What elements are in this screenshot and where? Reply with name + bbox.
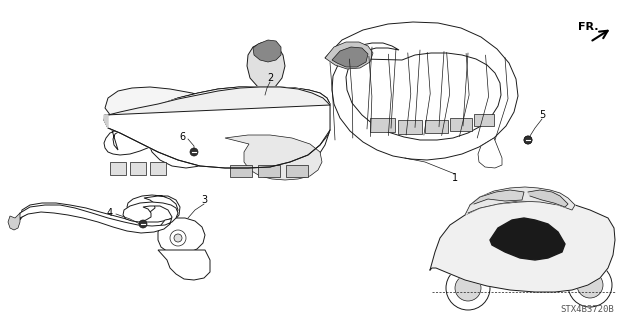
Polygon shape [286, 165, 308, 177]
Polygon shape [225, 135, 322, 180]
Circle shape [524, 136, 532, 144]
Polygon shape [465, 187, 575, 215]
Polygon shape [370, 118, 395, 132]
Polygon shape [425, 120, 448, 133]
Polygon shape [104, 87, 330, 120]
Text: STX4B3720B: STX4B3720B [560, 305, 614, 314]
Polygon shape [325, 42, 373, 69]
Circle shape [524, 136, 532, 144]
Polygon shape [258, 165, 280, 177]
Circle shape [139, 220, 147, 228]
Circle shape [577, 272, 603, 298]
Circle shape [568, 263, 612, 307]
Polygon shape [450, 118, 472, 131]
Circle shape [190, 148, 198, 156]
Polygon shape [108, 92, 327, 125]
Circle shape [170, 230, 186, 246]
Polygon shape [104, 105, 330, 168]
Polygon shape [158, 250, 210, 280]
Polygon shape [150, 162, 166, 175]
Polygon shape [490, 218, 565, 260]
Polygon shape [115, 87, 330, 168]
Polygon shape [8, 213, 20, 230]
Text: 1: 1 [452, 173, 458, 183]
Polygon shape [247, 43, 285, 87]
Polygon shape [470, 190, 524, 205]
Polygon shape [325, 22, 518, 160]
Polygon shape [478, 138, 502, 168]
Text: FR.: FR. [578, 22, 598, 32]
Polygon shape [105, 87, 330, 120]
Polygon shape [230, 165, 252, 177]
Polygon shape [158, 218, 205, 254]
Polygon shape [18, 202, 178, 233]
Polygon shape [130, 162, 146, 175]
Circle shape [455, 275, 481, 301]
Polygon shape [104, 93, 325, 155]
Text: 6: 6 [179, 132, 185, 142]
Text: 5: 5 [539, 110, 545, 120]
Polygon shape [474, 114, 494, 126]
Text: 4: 4 [107, 208, 113, 218]
Polygon shape [398, 120, 422, 134]
Circle shape [174, 234, 182, 242]
Polygon shape [20, 195, 180, 228]
Polygon shape [528, 190, 568, 207]
Polygon shape [253, 40, 281, 62]
Polygon shape [104, 115, 108, 128]
Text: 2: 2 [267, 73, 273, 83]
Polygon shape [332, 47, 368, 67]
Polygon shape [110, 162, 126, 175]
Circle shape [446, 266, 490, 310]
Text: 3: 3 [201, 195, 207, 205]
Polygon shape [430, 201, 615, 292]
